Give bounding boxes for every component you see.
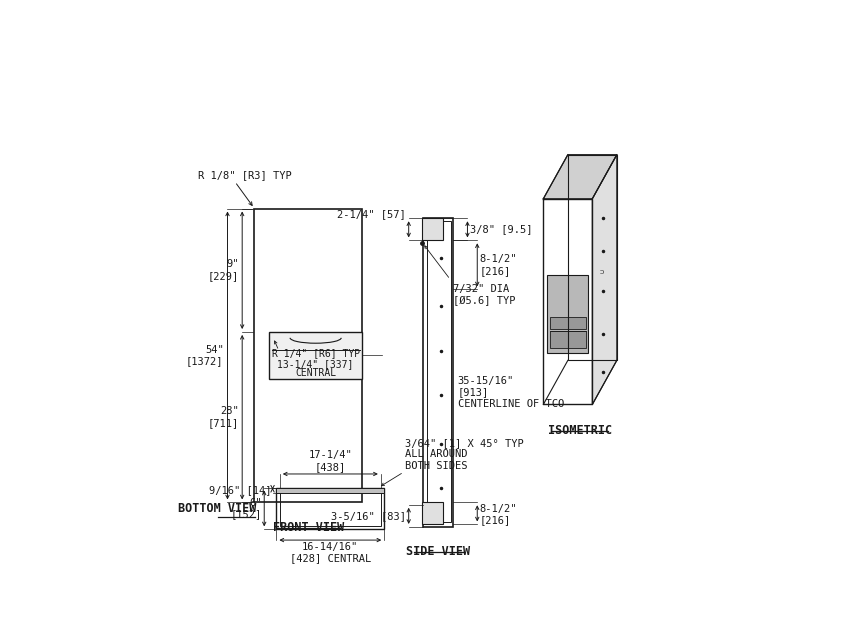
Bar — [269, 332, 362, 379]
Text: R 1/4" [R6] TYP: R 1/4" [R6] TYP — [271, 348, 360, 358]
Text: FRONT VIEW: FRONT VIEW — [273, 521, 344, 534]
Bar — [276, 488, 384, 492]
Bar — [550, 331, 586, 348]
Bar — [423, 218, 453, 527]
Bar — [280, 491, 381, 526]
Bar — [254, 209, 362, 502]
Text: 2-1/4" [57]: 2-1/4" [57] — [337, 209, 406, 219]
Text: 7/32" DIA
[Ø5.6] TYP: 7/32" DIA [Ø5.6] TYP — [453, 284, 515, 306]
Text: Ɔ: Ɔ — [599, 270, 604, 275]
Text: ISOMETRIC: ISOMETRIC — [548, 424, 612, 437]
Text: 3/8" [9.5]: 3/8" [9.5] — [470, 225, 532, 234]
Bar — [422, 502, 443, 525]
Text: 35-15/16"
[913]
CENTERLINE OF TCO: 35-15/16" [913] CENTERLINE OF TCO — [457, 376, 564, 409]
Text: SIDE VIEW: SIDE VIEW — [406, 546, 470, 558]
Text: 9/16" [14]: 9/16" [14] — [208, 485, 271, 495]
Polygon shape — [543, 155, 617, 198]
Bar — [276, 488, 384, 529]
Text: R 1/8" [R3] TYP: R 1/8" [R3] TYP — [198, 170, 292, 180]
Bar — [550, 317, 586, 329]
Bar — [422, 218, 443, 240]
Polygon shape — [592, 155, 617, 404]
Bar — [428, 221, 451, 522]
Text: 28"
[711]: 28" [711] — [208, 406, 239, 428]
Text: CENTRAL: CENTRAL — [295, 368, 337, 378]
Text: 54"
[1372]: 54" [1372] — [186, 345, 224, 366]
Text: 3/64" [1] X 45° TYP
ALL AROUND
BOTH SIDES: 3/64" [1] X 45° TYP ALL AROUND BOTH SIDE… — [405, 438, 524, 471]
Text: 3-5/16" [83]: 3-5/16" [83] — [332, 511, 406, 521]
Text: 8-1/2"
[216]: 8-1/2" [216] — [479, 254, 517, 275]
Text: 9"
[229]: 9" [229] — [208, 259, 239, 281]
Text: 16-14/16"
[428] CENTRAL: 16-14/16" [428] CENTRAL — [290, 542, 371, 563]
Text: 17-1/4"
[438]: 17-1/4" [438] — [309, 450, 352, 472]
Bar — [547, 275, 588, 353]
Text: 6"
[152]: 6" [152] — [231, 498, 263, 520]
Text: 13-1/4" [337]: 13-1/4" [337] — [277, 359, 354, 369]
Text: BOTTOM VIEW: BOTTOM VIEW — [178, 502, 256, 515]
Text: 8-1/2"
[216]: 8-1/2" [216] — [479, 504, 517, 525]
